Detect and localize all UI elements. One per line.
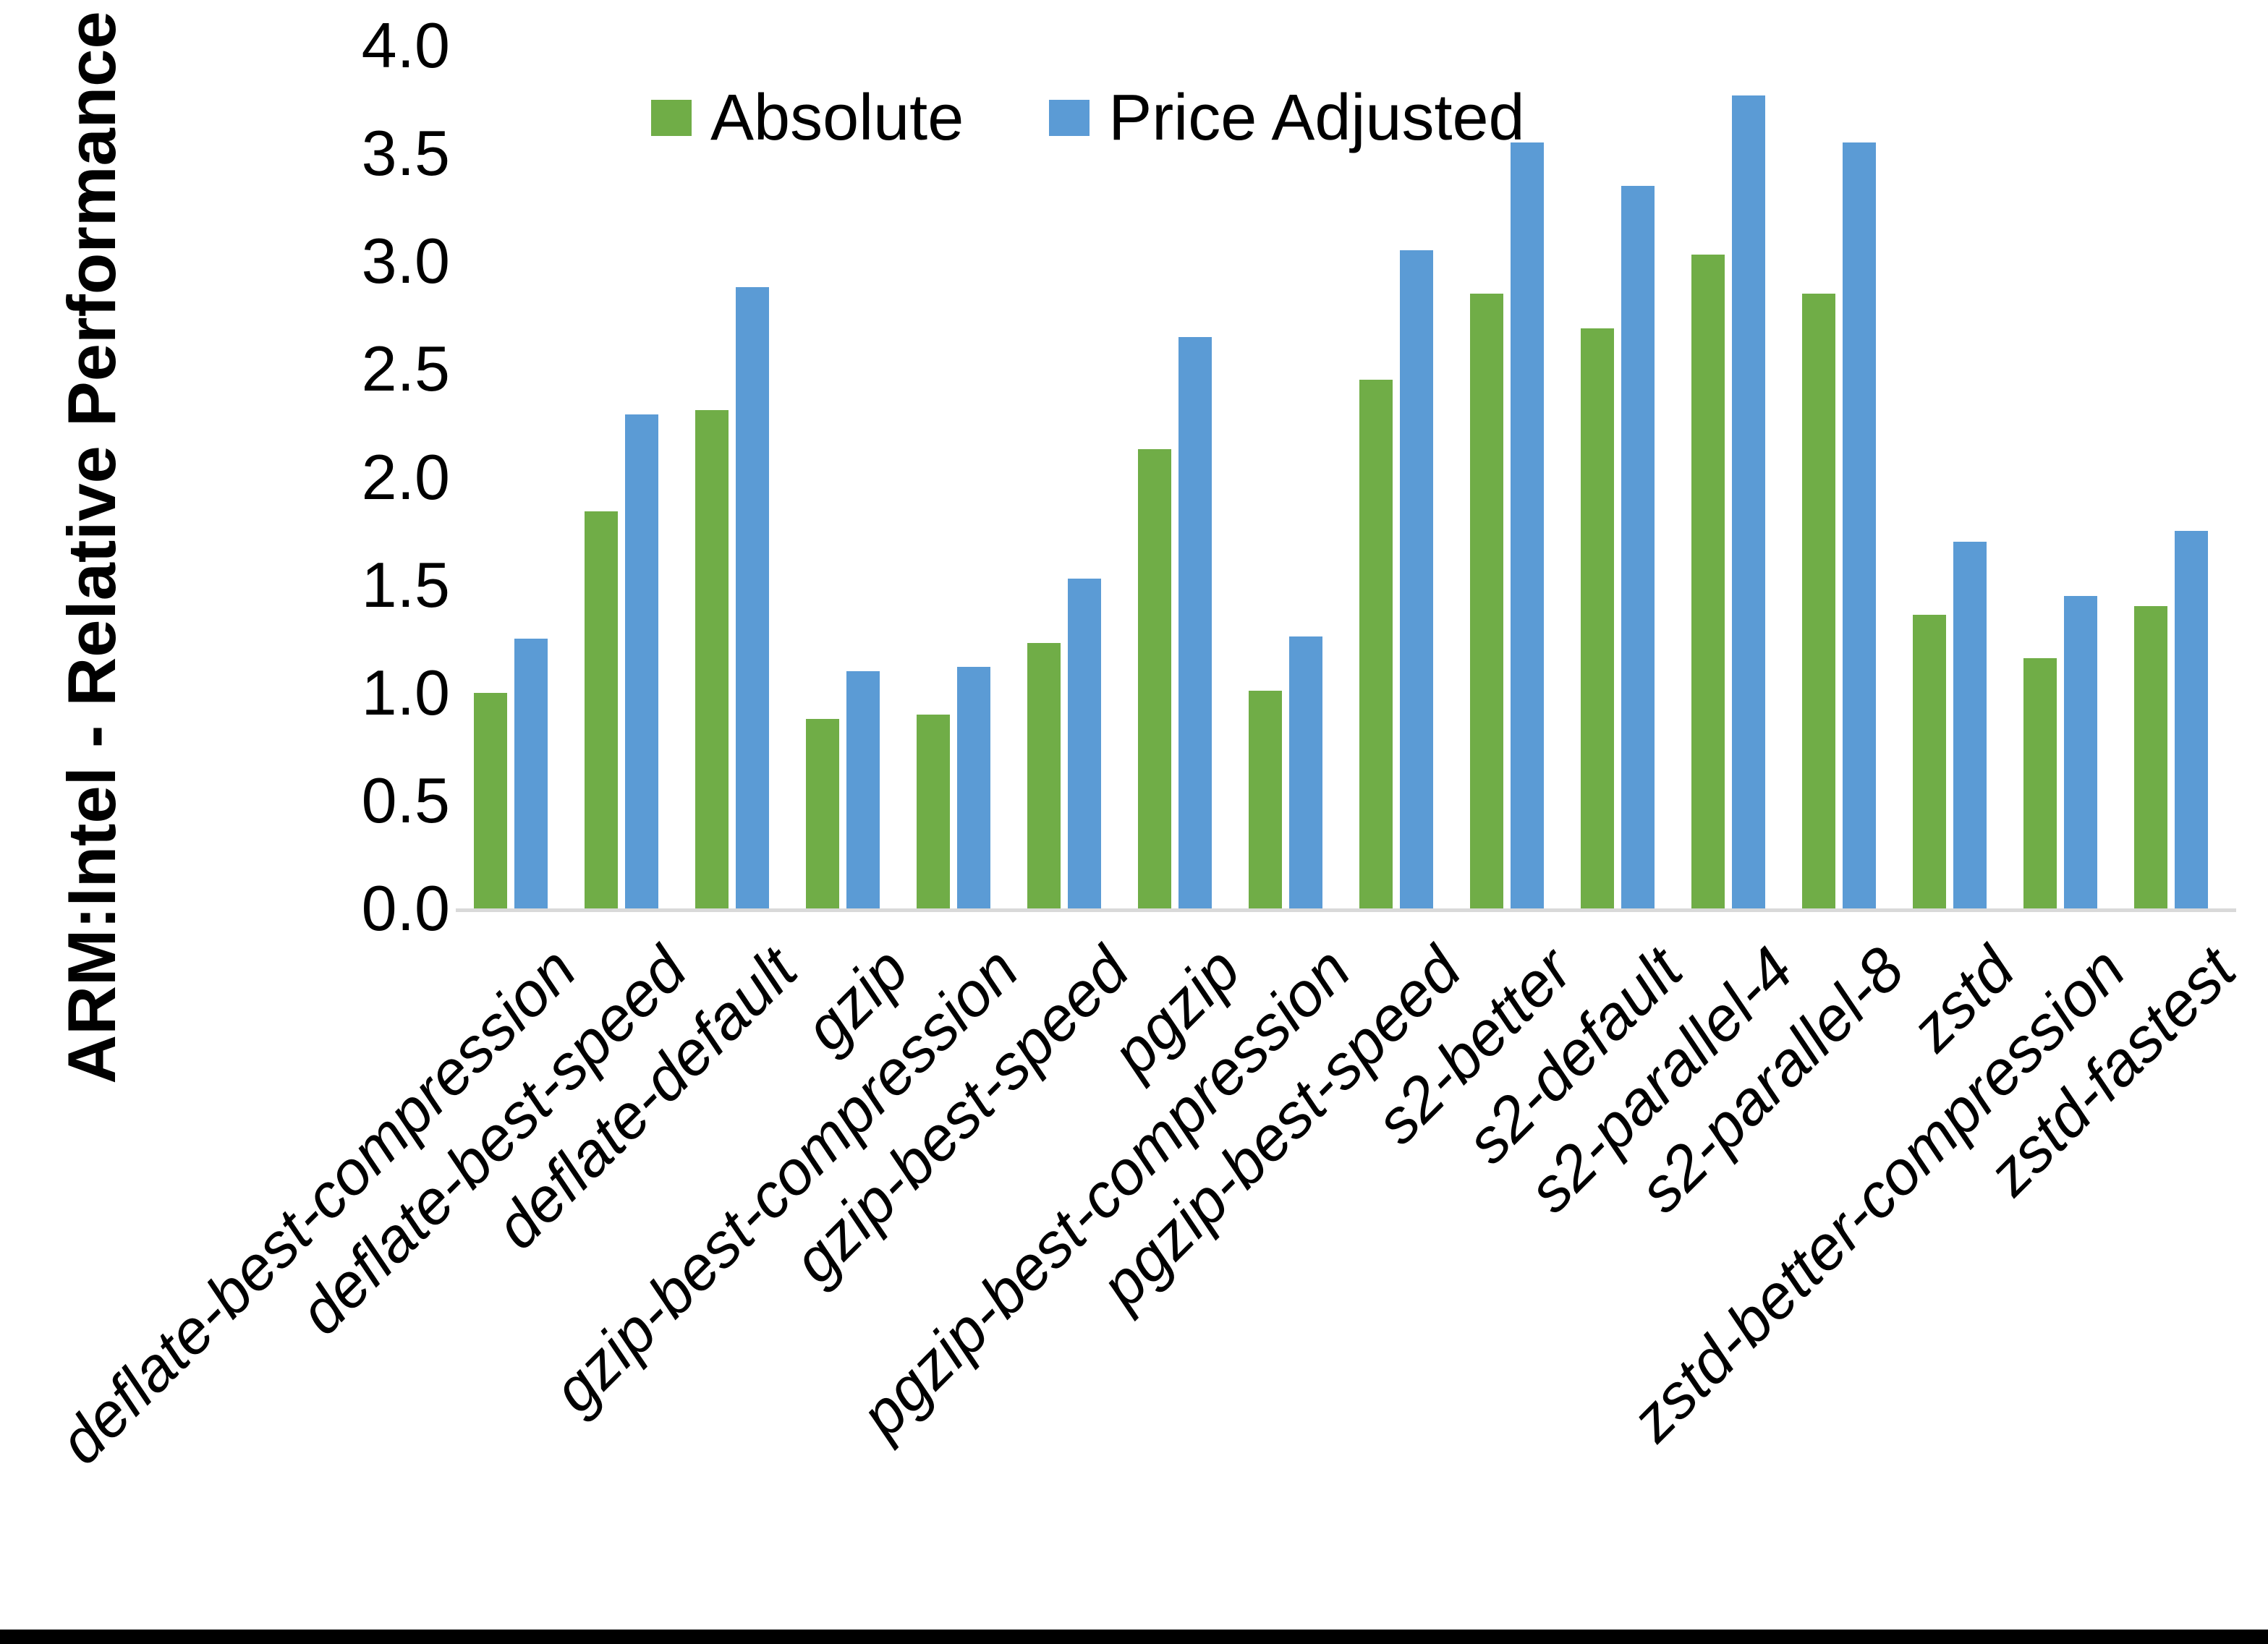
bar-price-adjusted-pgzip-best-speed xyxy=(1400,250,1433,908)
bar-absolute-gzip-best-speed xyxy=(1027,643,1061,908)
bar-price-adjusted-zstd-better-compression xyxy=(2064,596,2097,908)
bar-price-adjusted-s2-parallel-4 xyxy=(1732,95,1765,908)
bar-price-adjusted-pgzip-best-compression xyxy=(1289,636,1322,908)
legend-swatch-absolute-icon xyxy=(651,100,692,136)
y-axis-tick-label: 2.5 xyxy=(361,333,450,405)
y-axis-tick-label: 2.0 xyxy=(361,440,450,513)
legend-swatch-price-adjusted-icon xyxy=(1049,100,1090,136)
bar-price-adjusted-s2-parallel-8 xyxy=(1843,142,1876,908)
bar-price-adjusted-zstd xyxy=(1953,542,1987,908)
x-axis-line xyxy=(456,908,2236,912)
bar-absolute-deflate-best-speed xyxy=(585,511,618,908)
y-axis-title: ARM:Intel - Relative Performance xyxy=(54,11,129,1084)
bar-price-adjusted-gzip-best-compression xyxy=(957,667,990,908)
bar-absolute-s2-parallel-4 xyxy=(1691,255,1725,908)
bar-absolute-s2-default xyxy=(1581,328,1614,908)
bar-price-adjusted-pgzip xyxy=(1178,337,1212,908)
bar-absolute-zstd-better-compression xyxy=(2023,658,2057,908)
bar-absolute-gzip-best-compression xyxy=(917,715,950,908)
bar-price-adjusted-zstd-fastest xyxy=(2175,531,2208,908)
bar-price-adjusted-deflate-best-speed xyxy=(625,414,658,908)
y-axis-tick-label: 0.0 xyxy=(361,872,450,944)
legend-label-price-adjusted: Price Adjusted xyxy=(1108,81,1525,154)
bar-absolute-s2-parallel-8 xyxy=(1802,294,1835,908)
bar-absolute-zstd-fastest xyxy=(2134,606,2167,908)
bar-price-adjusted-deflate-default xyxy=(736,287,769,908)
bar-price-adjusted-deflate-best-compression xyxy=(514,639,548,908)
bar-absolute-deflate-default xyxy=(695,410,729,908)
bar-price-adjusted-gzip-best-speed xyxy=(1068,579,1101,908)
bar-price-adjusted-s2-better xyxy=(1511,142,1544,908)
legend-label-absolute: Absolute xyxy=(710,81,964,154)
bar-absolute-pgzip-best-compression xyxy=(1249,691,1282,908)
y-axis-tick-label: 1.0 xyxy=(361,656,450,728)
legend: Absolute Price Adjusted xyxy=(651,78,1525,158)
bar-price-adjusted-gzip xyxy=(846,671,880,908)
bar-absolute-deflate-best-compression xyxy=(474,693,507,908)
window-bottom-border xyxy=(0,1630,2268,1644)
bar-absolute-zstd xyxy=(1913,615,1946,908)
y-axis-tick-label: 3.0 xyxy=(361,225,450,297)
y-axis-tick-label: 0.5 xyxy=(361,764,450,836)
y-axis-tick-label: 1.5 xyxy=(361,548,450,621)
bar-absolute-s2-better xyxy=(1470,294,1503,908)
bar-price-adjusted-s2-default xyxy=(1621,186,1655,908)
bar-absolute-pgzip xyxy=(1138,449,1171,908)
y-axis-tick-label: 3.5 xyxy=(361,117,450,189)
bar-absolute-gzip xyxy=(806,719,839,908)
legend-item-absolute: Absolute xyxy=(651,81,964,156)
y-axis-tick-label: 4.0 xyxy=(361,9,450,81)
legend-item-price-adjusted: Price Adjusted xyxy=(1049,81,1525,156)
bar-absolute-pgzip-best-speed xyxy=(1359,380,1393,908)
